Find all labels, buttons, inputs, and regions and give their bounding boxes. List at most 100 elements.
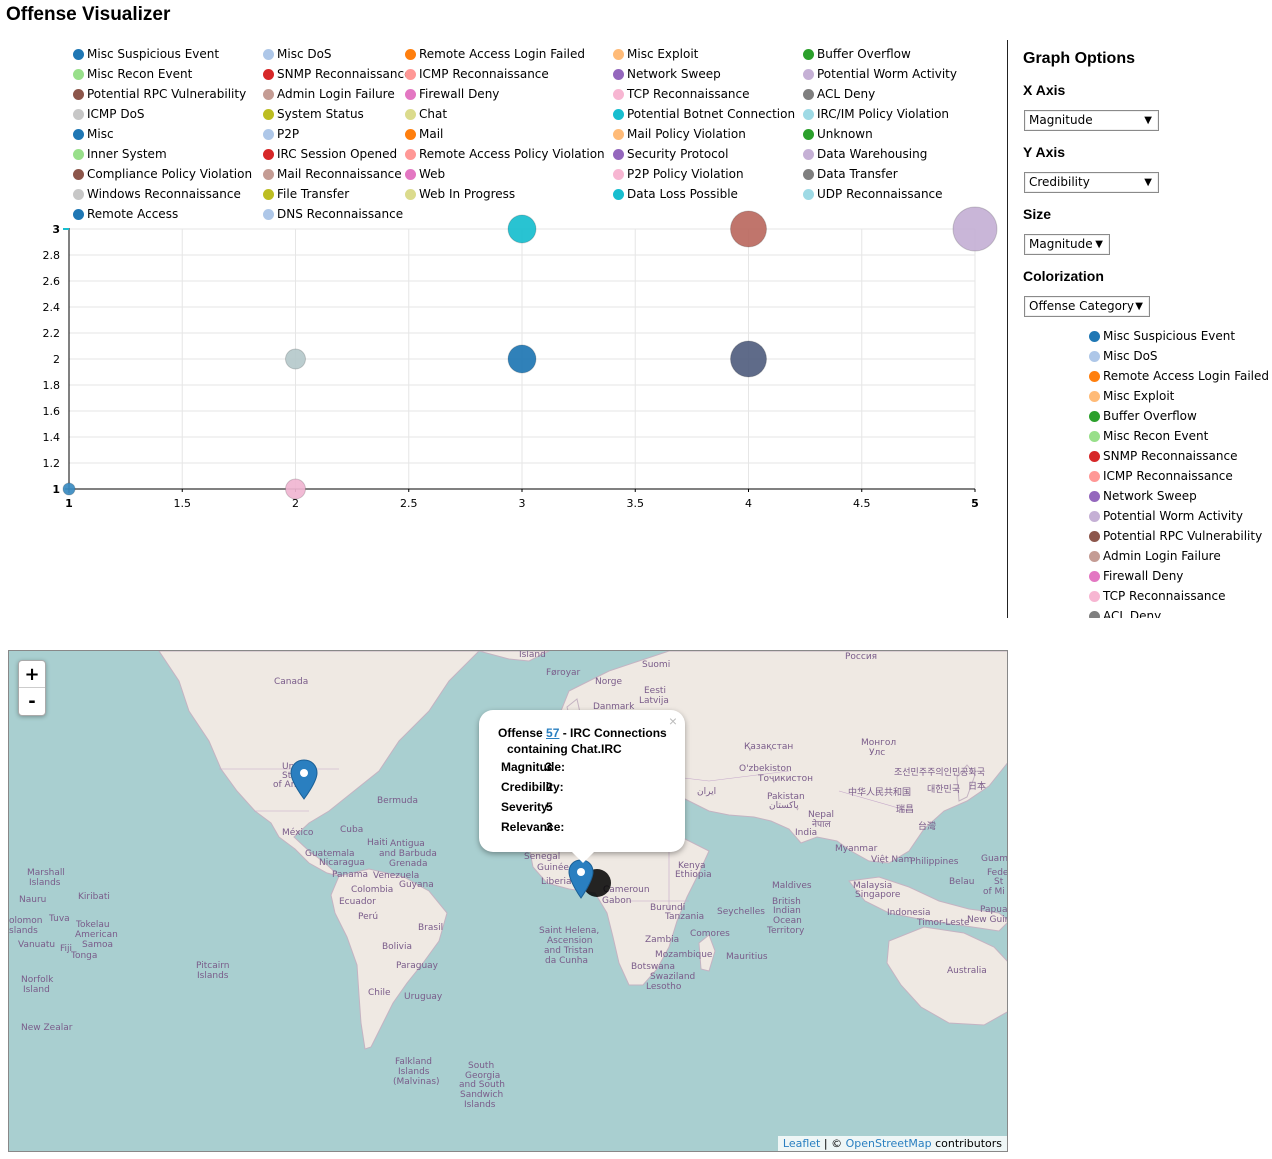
map-place-label: Venezuela [373,871,420,881]
map-place-label: Island [519,650,546,660]
y-tick-label: 3 [52,223,60,236]
leaflet-link[interactable]: Leaflet [782,1137,821,1150]
legend-label: Potential Botnet Connection [627,107,796,121]
colorization-legend-item: TCP Reconnaissance [1089,586,1269,606]
x-axis-select[interactable]: Magnitude ▼ [1024,110,1159,131]
map-place-label: Botswana [631,962,675,972]
zoom-out-button[interactable]: - [28,691,36,712]
map-place-label: (Malvinas) [393,1077,440,1087]
legend-label: Web In Progress [419,187,516,201]
legend-label: Misc Exploit [627,47,699,61]
map-place-label: Føroyar [546,668,581,678]
legend-color-swatch [263,208,274,220]
map-place-label: Islands [398,1067,430,1077]
legend-label: Buffer Overflow [817,47,911,61]
map-place-label: Việt Nam [871,855,913,865]
colorization-legend-item: Potential RPC Vulnerability [1089,526,1269,546]
y-tick-label: 1.8 [43,379,61,392]
legend-label: File Transfer [277,187,350,201]
size-select[interactable]: Magnitude ▼ [1024,234,1110,255]
colorization-select[interactable]: Offense Category ▼ [1024,296,1150,317]
legend-item: Potential RPC Vulnerability [73,87,246,101]
map-place-label: Mauritius [726,952,768,962]
data-bubble [507,344,537,374]
legend-label: Misc DoS [1103,349,1158,363]
legend-item: Data Transfer [803,167,898,181]
map-place-label: New Guin [967,915,1008,925]
map-place-label: Gabon [602,896,632,906]
x-tick-label: 3 [519,497,526,510]
zoom-in-button[interactable]: + [19,661,45,688]
map-place-label: Antigua [390,839,425,849]
legend-color-swatch [803,188,814,200]
map-place-label: Australia [947,966,987,976]
map-place-label: Suomi [642,660,671,670]
legend-color-swatch [613,148,624,160]
legend-item: Remote Access Login Failed [405,47,585,61]
map-place-label: Eesti [644,686,666,696]
map-place-label: and Barbuda [379,849,437,859]
colorization-legend-item: Potential Worm Activity [1089,506,1269,526]
map-place-label: Indonesia [887,908,931,918]
popup-offense-prefix: Offense [498,726,543,740]
map-place-label: Belau [949,877,975,887]
legend-item: Web [405,167,445,181]
map-place-label: Nepal [808,810,834,820]
map-attribution: Leaflet | © OpenStreetMap contributors [777,1136,1007,1151]
legend-color-swatch [1089,590,1100,602]
offense-map[interactable]: Canada Island Føroyar Suomi Россия Norge Eesti… [8,650,1008,1152]
legend-label: ACL Deny [817,87,876,101]
legend-item: TCP Reconnaissance [613,87,750,101]
map-place-label: Kenya [678,861,706,871]
osm-link[interactable]: OpenStreetMap [845,1137,932,1150]
map-place-label: Islands [197,971,229,981]
legend-color-swatch [613,108,624,120]
legend-color-swatch [1089,530,1100,542]
legend-color-swatch [73,48,84,60]
data-bubble [62,482,76,496]
offense-id-link[interactable]: 57 [546,726,560,740]
map-place-label: Canada [274,677,309,687]
data-bubble [952,206,998,252]
legend-color-swatch [405,48,416,60]
legend-color-swatch [803,108,814,120]
legend-color-swatch [73,188,84,200]
legend-label: Remote Access Policy Violation [419,147,605,161]
legend-label: UDP Reconnaissance [817,187,943,201]
legend-color-swatch [405,108,416,120]
legend-label: Misc [87,127,114,141]
legend-label: Remote Access [87,207,179,221]
legend-color-swatch [1089,570,1100,582]
colorization-legend-item: SNMP Reconnaissance [1089,446,1269,466]
map-place-label: Tanzania [665,912,705,922]
close-icon[interactable]: × [668,713,677,729]
map-place-label: Mozambique [655,950,713,960]
legend-color-swatch [263,188,274,200]
legend-item: Data Warehousing [803,147,927,161]
map-place-label: Islands [29,878,61,888]
map-place-label: New Zealar [21,1023,73,1033]
legend-label: Admin Login Failure [1103,549,1221,563]
x-tick-label: 4 [745,497,752,510]
y-axis-select[interactable]: Credibility ▼ [1024,172,1159,193]
legend-label: Potential RPC Vulnerability [87,87,247,101]
legend-color-swatch [405,68,416,80]
legend-color-swatch [803,168,814,180]
colorization-legend-item: Misc Recon Event [1089,426,1269,446]
map-marker-icon[interactable] [289,759,319,801]
y-tick-label: 2.8 [43,249,61,262]
legend-label: Network Sweep [1103,489,1197,503]
map-place-label: Indian [773,906,801,916]
map-place-label: Ethiopia [675,870,712,880]
data-bubble [730,340,767,378]
legend-label: Misc DoS [277,47,332,61]
map-place-label: slands [9,926,38,936]
legend-item: Inner System [73,147,167,161]
legend-item: Chat [405,107,447,121]
map-place-label: Tuva [49,914,70,924]
map-place-label: پاکستان [769,801,799,811]
map-place-label: México [282,828,314,838]
map-place-label: Fiji [60,944,73,954]
map-marker-icon[interactable] [567,857,617,901]
legend-label: Mail [419,127,444,141]
